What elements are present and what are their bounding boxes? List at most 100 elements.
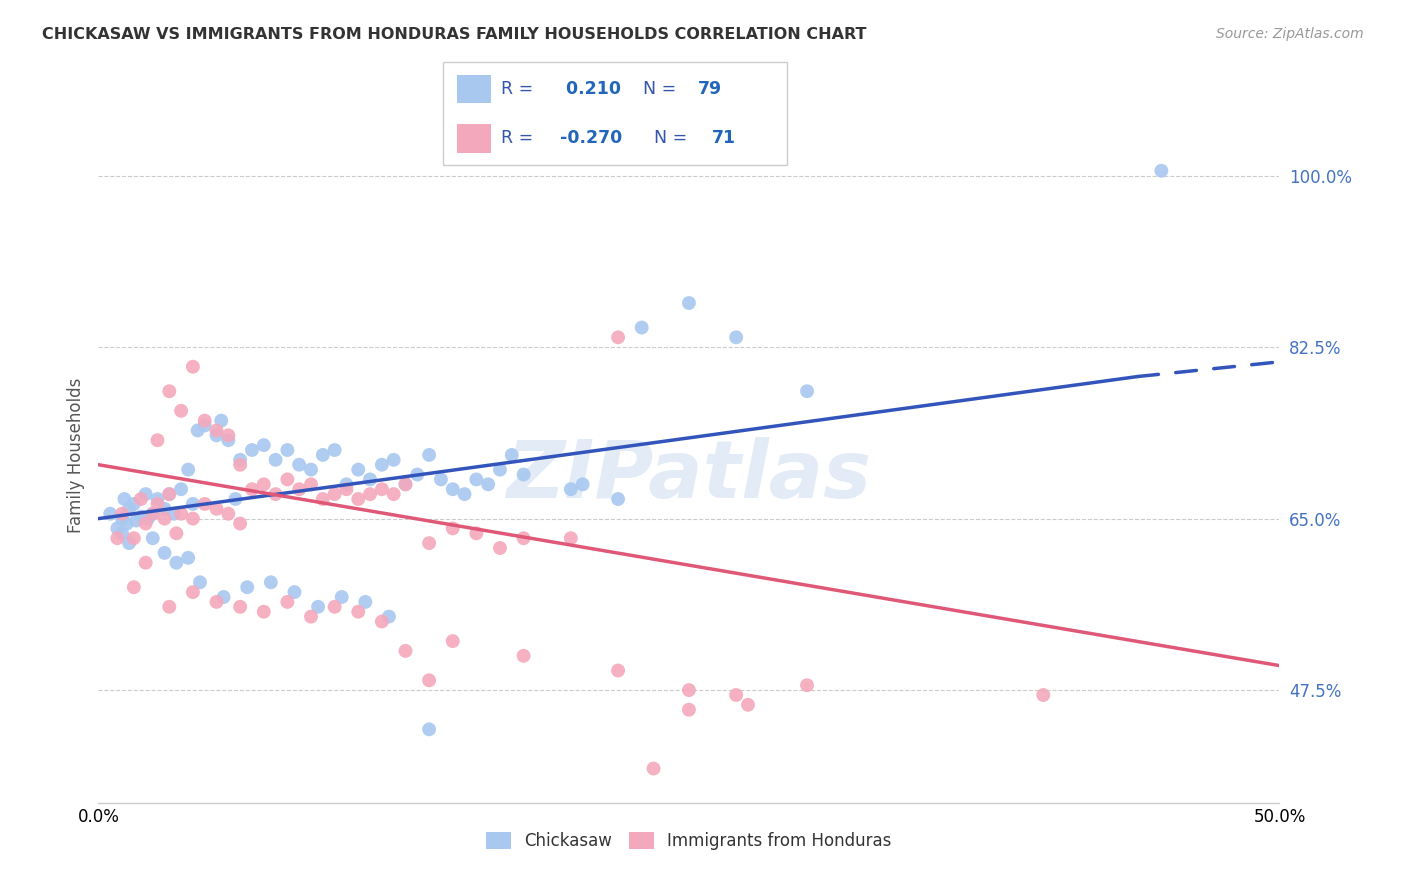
Point xyxy=(205,501,228,516)
Point xyxy=(181,359,204,374)
Point xyxy=(418,723,440,737)
Text: Source: ZipAtlas.com: Source: ZipAtlas.com xyxy=(1216,27,1364,41)
Point xyxy=(643,762,665,776)
Point xyxy=(725,330,748,344)
Point xyxy=(122,531,145,545)
Point xyxy=(253,477,276,491)
Point xyxy=(111,511,134,525)
Point xyxy=(142,507,165,521)
Point xyxy=(630,320,652,334)
Point xyxy=(260,575,283,590)
Point xyxy=(378,609,401,624)
Point xyxy=(299,462,322,476)
Point xyxy=(163,507,186,521)
Point xyxy=(796,678,818,692)
Point xyxy=(118,536,141,550)
Point xyxy=(122,497,145,511)
Text: R =: R = xyxy=(502,79,538,97)
Point xyxy=(737,698,759,712)
Point xyxy=(253,438,276,452)
Point xyxy=(607,330,630,344)
Point xyxy=(165,556,187,570)
Point xyxy=(224,491,246,506)
Point xyxy=(418,536,440,550)
Text: N =: N = xyxy=(643,129,692,147)
Point xyxy=(283,585,305,599)
FancyBboxPatch shape xyxy=(457,75,491,103)
Point xyxy=(146,434,169,448)
Point xyxy=(111,507,134,521)
Point xyxy=(153,546,176,560)
Point xyxy=(136,511,159,525)
Point xyxy=(441,521,464,535)
Point xyxy=(371,482,394,496)
Point xyxy=(115,516,138,531)
Text: 0.210: 0.210 xyxy=(560,79,621,97)
Point xyxy=(236,580,259,594)
Point xyxy=(165,526,187,541)
Point xyxy=(187,424,209,438)
Point xyxy=(229,452,252,467)
Point xyxy=(157,487,180,501)
Point xyxy=(354,595,377,609)
Point xyxy=(465,526,488,541)
Point xyxy=(335,482,357,496)
Point xyxy=(157,487,180,501)
Point xyxy=(489,462,512,476)
Point xyxy=(453,487,475,501)
Point xyxy=(264,452,287,467)
Point xyxy=(347,491,370,506)
Point xyxy=(276,443,298,458)
Point xyxy=(359,472,381,486)
Point xyxy=(394,477,416,491)
Point xyxy=(264,487,287,501)
Point xyxy=(105,531,128,545)
Point xyxy=(181,497,204,511)
Point xyxy=(371,615,394,629)
Point xyxy=(276,472,298,486)
Point xyxy=(323,599,346,614)
Point xyxy=(118,501,141,516)
Point xyxy=(194,414,217,428)
Point xyxy=(347,605,370,619)
Point xyxy=(142,507,165,521)
Point xyxy=(188,575,211,590)
Point xyxy=(209,414,232,428)
Point xyxy=(335,477,357,491)
Point xyxy=(725,688,748,702)
Point xyxy=(142,531,165,545)
Point xyxy=(129,491,152,506)
Point xyxy=(489,541,512,555)
Point xyxy=(382,452,405,467)
Point xyxy=(330,590,353,604)
Point xyxy=(560,482,582,496)
Point xyxy=(501,448,523,462)
Y-axis label: Family Households: Family Households xyxy=(66,377,84,533)
Point xyxy=(135,487,157,501)
Point xyxy=(229,458,252,472)
Point xyxy=(240,443,263,458)
Point xyxy=(512,648,534,663)
Text: -0.270: -0.270 xyxy=(560,129,623,147)
Point xyxy=(560,531,582,545)
Point xyxy=(571,477,593,491)
Point xyxy=(607,491,630,506)
Text: R =: R = xyxy=(502,129,538,147)
Point xyxy=(240,482,263,496)
Point xyxy=(512,467,534,482)
Point xyxy=(129,509,152,524)
Point xyxy=(307,599,329,614)
Point xyxy=(229,599,252,614)
Point xyxy=(217,507,239,521)
Point xyxy=(288,482,311,496)
Point xyxy=(607,664,630,678)
Point xyxy=(678,703,700,717)
Text: ZIPatlas: ZIPatlas xyxy=(506,437,872,515)
Point xyxy=(288,458,311,472)
Point xyxy=(678,683,700,698)
Point xyxy=(299,477,322,491)
Point xyxy=(194,418,217,433)
Point xyxy=(371,458,394,472)
Point xyxy=(146,497,169,511)
Point xyxy=(205,595,228,609)
